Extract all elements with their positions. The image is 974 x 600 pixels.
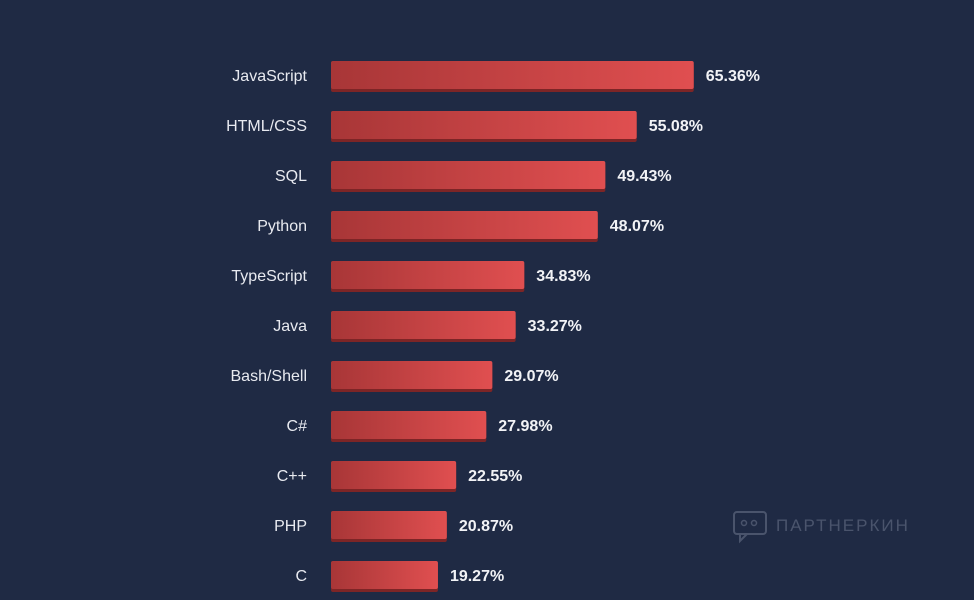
value-label: 22.55%	[468, 468, 522, 485]
bar	[331, 211, 598, 239]
category-label: C	[295, 568, 307, 585]
value-label: 27.98%	[498, 418, 552, 435]
bar-group: C++ 22.55%	[277, 461, 522, 492]
bar-group: Python 48.07%	[257, 211, 664, 242]
bar	[331, 61, 694, 89]
category-label: Bash/Shell	[231, 368, 308, 385]
chat-bubble-icon	[733, 511, 767, 544]
bar-group: PHP 20.87%	[274, 511, 513, 542]
bar-group: C# 27.98%	[287, 411, 553, 442]
bar-group: Java 33.27%	[273, 311, 582, 342]
watermark-text: ПАРТНЕРКИН	[776, 516, 910, 535]
category-label: C++	[277, 468, 307, 485]
category-label: HTML/CSS	[226, 118, 307, 135]
bars-layer: JavaScript 65.36% HTML/CSS 55.08% SQL 49.43% P…	[226, 61, 760, 592]
value-label: 20.87%	[459, 518, 513, 535]
value-label: 34.83%	[536, 268, 590, 285]
value-label: 55.08%	[649, 118, 703, 135]
value-label: 19.27%	[450, 568, 504, 585]
bar	[331, 361, 493, 389]
bar	[331, 261, 525, 289]
bar	[331, 461, 457, 489]
bar-group: HTML/CSS 55.08%	[226, 111, 703, 142]
bar-group: Bash/Shell 29.07%	[231, 361, 559, 392]
bar-group: SQL 49.43%	[275, 161, 672, 192]
bar	[331, 561, 438, 589]
bar	[331, 311, 516, 339]
category-label: JavaScript	[232, 68, 307, 85]
bar	[331, 111, 637, 139]
category-label: C#	[287, 418, 308, 435]
watermark: ПАРТНЕРКИН	[732, 508, 910, 544]
bar	[331, 161, 606, 189]
bar	[331, 411, 487, 439]
bar-group: JavaScript 65.36%	[232, 61, 760, 92]
bar-group: C 19.27%	[295, 561, 504, 592]
value-label: 33.27%	[528, 318, 582, 335]
category-label: Java	[273, 318, 307, 335]
value-label: 49.43%	[617, 168, 671, 185]
category-label: PHP	[274, 518, 307, 535]
value-label: 29.07%	[504, 368, 558, 385]
value-label: 65.36%	[706, 68, 760, 85]
value-label: 48.07%	[610, 218, 664, 235]
category-label: TypeScript	[231, 268, 307, 285]
category-label: SQL	[275, 168, 307, 185]
bar-group: TypeScript 34.83%	[231, 261, 591, 292]
category-label: Python	[257, 218, 307, 235]
bar	[331, 511, 447, 539]
